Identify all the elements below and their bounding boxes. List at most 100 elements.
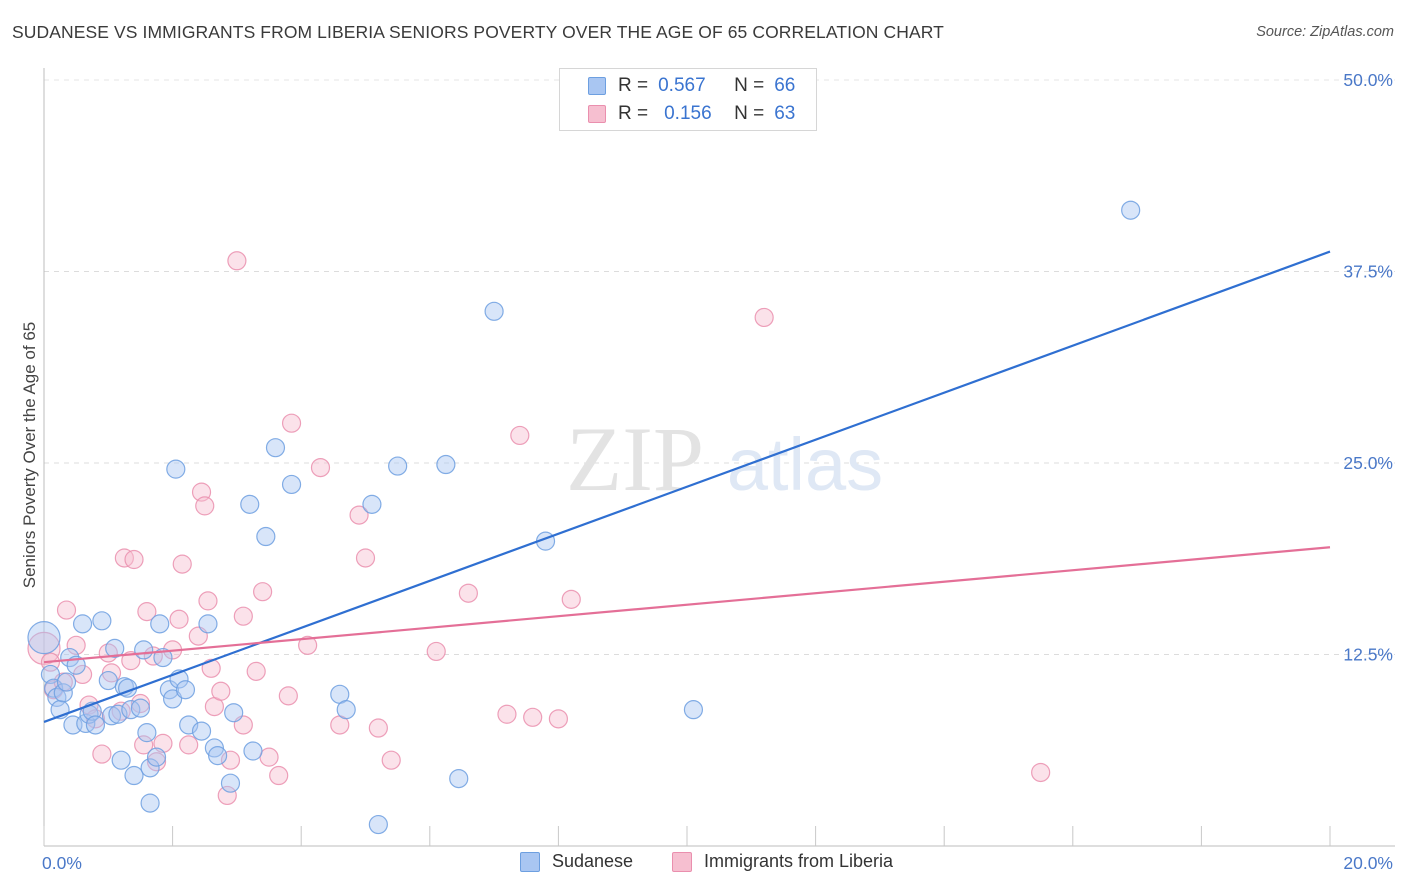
point-liberia (169, 609, 189, 629)
point-liberia (298, 635, 318, 655)
legend-n-value-sudanese: 66 (774, 75, 796, 96)
legend-r-value-liberia: 0.156 (664, 103, 712, 124)
watermark-zip: ZIP (566, 408, 704, 510)
point-sudanese (240, 494, 260, 514)
point-liberia (134, 735, 154, 755)
point-sudanese (72, 614, 93, 634)
point-sudanese (60, 647, 80, 668)
point-liberia (426, 641, 446, 662)
trend-lines (43, 250, 1331, 723)
point-liberia (56, 600, 77, 620)
point-sudanese (281, 474, 302, 495)
point-liberia (269, 765, 289, 786)
point-liberia (1031, 762, 1051, 783)
point-liberia (137, 602, 157, 622)
point-sudanese (92, 611, 112, 631)
point-sudanese (27, 621, 61, 655)
point-liberia (121, 651, 141, 671)
point-liberia (259, 747, 279, 767)
point-liberia (217, 785, 237, 806)
data-points (27, 200, 1141, 835)
point-sudanese (56, 672, 77, 692)
legend-r-label: R = (618, 103, 649, 124)
legend-n-label: N = (734, 75, 765, 96)
tick-labels: 12.5% 25.0% 37.5% 50.0% 0.0% 20.0% (42, 70, 1393, 873)
point-liberia (281, 413, 302, 433)
point-liberia (355, 548, 376, 568)
point-sudanese (53, 683, 73, 703)
point-sudanese (98, 670, 118, 691)
point-liberia (497, 704, 517, 724)
point-sudanese (436, 454, 456, 475)
point-liberia (458, 583, 478, 603)
y-tick-label: 50.0% (1343, 70, 1393, 90)
bottom-legend-swatch-sudanese (520, 851, 540, 872)
point-sudanese (224, 703, 244, 723)
point-sudanese (130, 698, 151, 718)
point-sudanese (336, 700, 356, 720)
gridlines (44, 79, 1395, 655)
point-liberia (114, 548, 134, 568)
point-liberia (278, 686, 298, 706)
point-sudanese (140, 758, 160, 778)
trend-line-liberia (43, 546, 1331, 664)
point-sudanese (124, 765, 144, 786)
point-liberia (381, 750, 401, 770)
point-sudanese (166, 459, 186, 479)
source-label: Source: ZipAtlas.com (1256, 24, 1394, 40)
point-liberia (195, 496, 215, 516)
point-liberia (510, 425, 530, 446)
point-liberia (368, 718, 388, 738)
legend-row-sudanese: R = 0.567 N = 66 (588, 74, 795, 98)
point-sudanese (111, 750, 131, 770)
point-liberia (561, 589, 581, 609)
point-liberia (111, 701, 131, 721)
point-liberia (548, 709, 569, 729)
chart-title: SUDANESE VS IMMIGRANTS FROM LIBERIA SENI… (12, 22, 944, 42)
point-liberia (220, 750, 241, 770)
point-liberia (310, 457, 331, 478)
point-liberia (201, 658, 221, 678)
point-sudanese (368, 814, 388, 835)
point-sudanese (105, 638, 125, 658)
point-sudanese (140, 793, 160, 813)
point-sudanese (220, 773, 241, 793)
point-liberia (179, 735, 199, 755)
bottom-legend-liberia: Immigrants from Liberia (672, 851, 893, 872)
point-liberia (227, 251, 247, 271)
watermark-atlas: atlas (727, 423, 883, 506)
point-sudanese (121, 700, 141, 720)
point-sudanese (137, 723, 157, 743)
legend-n-label: N = (734, 103, 765, 124)
legend-row-liberia: R = 0.156 N = 63 (588, 102, 795, 126)
point-liberia (246, 661, 266, 681)
point-sudanese (146, 747, 167, 767)
point-sudanese (388, 456, 408, 476)
point-sudanese (484, 301, 504, 321)
y-tick-label: 25.0% (1343, 453, 1393, 473)
legend-r-label: R = (618, 75, 649, 96)
point-sudanese (683, 700, 704, 720)
point-liberia (27, 631, 61, 665)
bottom-legend-swatch-liberia (672, 851, 692, 872)
point-sudanese (101, 706, 122, 726)
legend-swatch-liberia (588, 105, 606, 123)
trend-line-sudanese (43, 250, 1331, 723)
legend-n-value-liberia: 63 (774, 103, 796, 124)
point-liberia (253, 582, 273, 602)
legend: R = 0.567 N = 66 R = 0.156 N = 63 (559, 68, 817, 131)
point-sudanese (1121, 200, 1141, 220)
point-sudanese (449, 768, 469, 789)
point-sudanese (134, 640, 154, 660)
point-liberia (211, 681, 231, 701)
point-sudanese (153, 647, 173, 668)
point-liberia (92, 744, 112, 764)
point-sudanese (108, 704, 128, 724)
point-sudanese (362, 494, 382, 514)
point-sudanese (243, 741, 263, 761)
point-sudanese (191, 721, 212, 741)
point-sudanese (208, 746, 228, 766)
point-liberia (523, 707, 543, 727)
point-liberia (130, 693, 151, 714)
